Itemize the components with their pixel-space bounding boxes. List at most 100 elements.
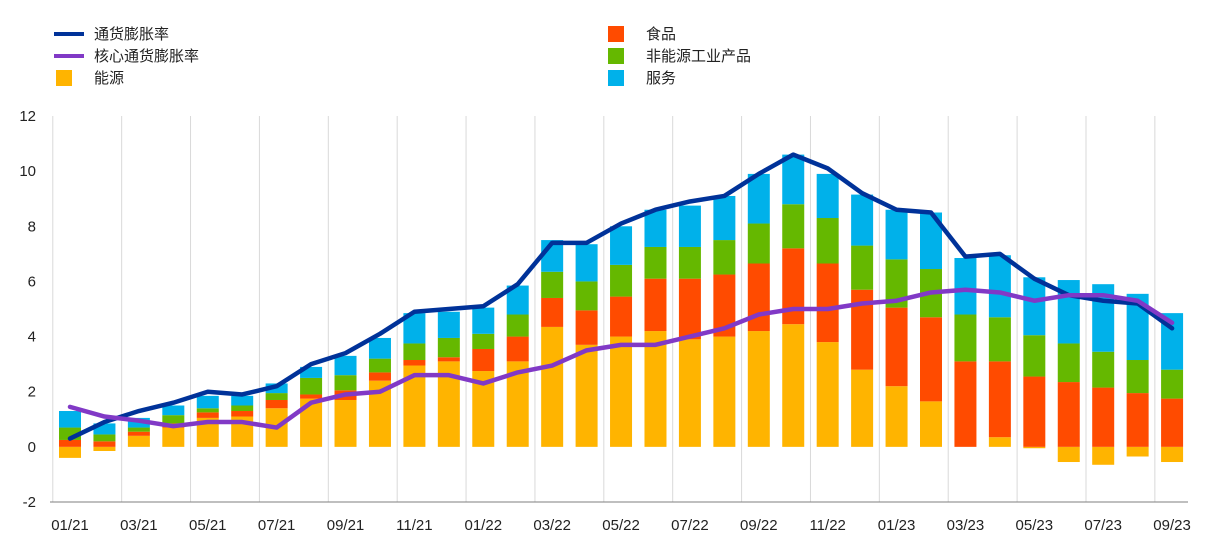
bar-segment	[1126, 360, 1149, 394]
line-series	[67, 152, 1175, 441]
y-tick-label: 10	[19, 163, 36, 180]
bar-segment	[1161, 369, 1184, 399]
bar-segment	[1057, 446, 1080, 463]
x-tick-label: 03/23	[947, 517, 985, 534]
bar-segment	[437, 361, 460, 447]
bar-segment	[575, 344, 598, 447]
bar-segment	[162, 405, 185, 416]
bar-segment	[713, 336, 736, 447]
series-line	[67, 152, 1175, 441]
bar-segment	[644, 331, 667, 447]
bar-segment	[1161, 446, 1184, 463]
x-tick-label: 05/21	[189, 517, 227, 534]
bar-segment	[678, 278, 701, 340]
bar-segment	[1057, 343, 1080, 383]
bar-segment	[506, 361, 529, 447]
bar-segment	[506, 285, 529, 315]
bar-segment	[93, 446, 116, 451]
y-tick-label: 12	[19, 108, 36, 125]
bar-segment	[610, 264, 633, 297]
bar-segment	[59, 439, 81, 447]
bar-segment	[816, 173, 839, 219]
bar-segment	[300, 394, 323, 399]
bar-segment	[472, 348, 495, 372]
y-tick-label: 4	[28, 329, 36, 346]
bar-segment	[885, 259, 908, 308]
bar-segment	[885, 307, 908, 387]
legend-label: 核心通货膨胀率	[94, 47, 199, 65]
y-tick-label: 0	[28, 439, 36, 456]
bar-segment	[1126, 446, 1149, 457]
bar-segment	[747, 223, 770, 264]
bar-segment	[437, 337, 460, 358]
bar-segment	[541, 271, 564, 298]
bar-segment	[713, 240, 736, 275]
x-tick-label: 07/23	[1084, 517, 1122, 534]
bar-segment	[816, 342, 839, 447]
bar-segment	[472, 307, 495, 334]
bar-segment	[196, 408, 219, 413]
legend-label: 非能源工业产品	[646, 47, 751, 65]
legend-box-swatch	[56, 70, 72, 86]
bar-segment	[610, 336, 633, 447]
bar-segment	[162, 415, 185, 424]
x-tick-label: 01/23	[878, 517, 916, 534]
bar-segment	[988, 437, 1011, 447]
bar-segment	[334, 355, 357, 376]
x-tick-label: 05/23	[1016, 517, 1054, 534]
x-tick-label: 05/22	[602, 517, 640, 534]
bar-segment	[678, 205, 701, 247]
bar-segment	[127, 431, 150, 436]
x-tick-label: 09/23	[1153, 517, 1191, 534]
bar-segment	[541, 297, 564, 327]
bar-segment	[920, 317, 942, 402]
bar-segment	[575, 281, 598, 311]
legend-label: 食品	[646, 25, 676, 43]
bar-segment	[747, 173, 770, 224]
x-tick-label: 07/22	[671, 517, 709, 534]
bar-segment	[368, 372, 391, 381]
bar-segment	[1126, 393, 1149, 447]
x-tick-label: 11/22	[809, 517, 845, 534]
bar-segment	[782, 248, 805, 325]
bar-segment	[1057, 382, 1080, 447]
bar-segment	[1161, 398, 1184, 447]
bar-segment	[1023, 277, 1046, 336]
bar-segment	[403, 313, 426, 344]
bar-segment	[954, 314, 977, 362]
bar-segment	[954, 361, 977, 447]
bar-segment	[368, 380, 391, 447]
bar-segment	[1161, 313, 1184, 370]
x-tick-label: 07/21	[258, 517, 296, 534]
bar-segment	[93, 441, 116, 447]
bar-segment	[127, 427, 150, 432]
x-tick-label: 01/22	[465, 517, 503, 534]
bar-segment	[231, 405, 254, 412]
series-line	[67, 287, 1175, 430]
bar-segment	[403, 365, 426, 447]
bar-segment	[678, 246, 701, 279]
y-tick-label: -2	[23, 494, 36, 511]
bar-segment	[920, 212, 942, 270]
bar-segment	[472, 333, 495, 349]
bar-segment	[300, 377, 323, 395]
bar-segment	[300, 366, 323, 378]
legend-box-swatch	[608, 26, 624, 42]
x-tick-label: 03/22	[533, 517, 571, 534]
stacked-bars	[59, 154, 1184, 465]
bar-segment	[403, 343, 426, 361]
x-tick-label: 09/21	[327, 517, 365, 534]
x-tick-label: 11/21	[396, 517, 432, 534]
bar-segment	[1023, 446, 1046, 449]
legend-box-swatch	[608, 48, 624, 64]
bar-segment	[59, 411, 81, 428]
bar-segment	[610, 226, 633, 265]
bar-segment	[334, 375, 357, 391]
bar-segment	[575, 310, 598, 345]
bar-segment	[644, 278, 667, 332]
bar-segment	[610, 296, 633, 337]
legend-label: 通货膨胀率	[94, 25, 169, 43]
bar-segment	[196, 395, 219, 409]
bar-segment	[713, 195, 736, 241]
